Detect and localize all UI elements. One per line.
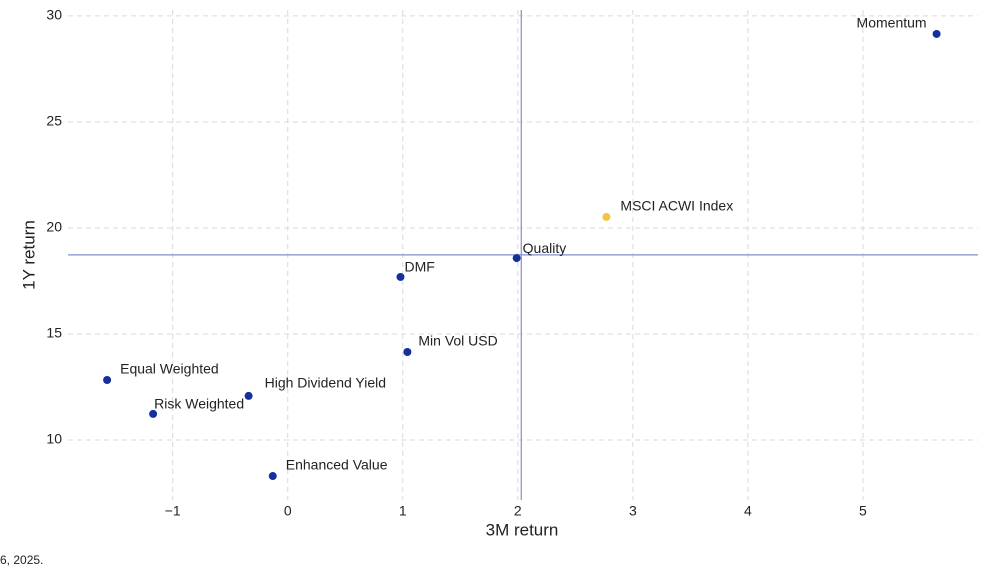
point-label: Risk Weighted bbox=[154, 396, 244, 412]
point-label: Min Vol USD bbox=[418, 333, 497, 349]
x-tick-label: 5 bbox=[859, 503, 867, 519]
point bbox=[268, 472, 277, 481]
y-axis-title: 1Y return bbox=[19, 220, 38, 290]
point bbox=[403, 348, 412, 357]
x-tick-label: 3 bbox=[629, 503, 637, 519]
point bbox=[932, 29, 941, 38]
point bbox=[244, 391, 253, 400]
point-label: MSCI ACWI Index bbox=[620, 198, 733, 214]
y-tick-label: 10 bbox=[46, 431, 62, 447]
point bbox=[149, 409, 158, 418]
point-label: DMF bbox=[404, 259, 434, 275]
x-axis-title: 3M return bbox=[486, 520, 559, 539]
x-tick-label: 2 bbox=[514, 503, 522, 519]
point-label: Quality bbox=[523, 240, 567, 256]
point-label: Equal Weighted bbox=[120, 361, 219, 377]
point bbox=[396, 272, 405, 281]
y-tick-label: 15 bbox=[46, 325, 62, 341]
point bbox=[103, 375, 112, 384]
x-tick-label: −1 bbox=[165, 503, 181, 519]
y-tick-label: 25 bbox=[46, 113, 62, 129]
point-label: Momentum bbox=[857, 15, 927, 31]
point-label: Enhanced Value bbox=[286, 457, 388, 473]
x-tick-label: 0 bbox=[284, 503, 292, 519]
y-tick-label: 20 bbox=[46, 219, 62, 235]
x-tick-label: 1 bbox=[399, 503, 407, 519]
x-tick-label: 4 bbox=[744, 503, 752, 519]
footnote: 6, 2025. bbox=[0, 553, 43, 567]
y-tick-label: 30 bbox=[46, 7, 62, 23]
point bbox=[512, 254, 521, 263]
point bbox=[602, 212, 611, 221]
point-label: High Dividend Yield bbox=[265, 375, 386, 391]
